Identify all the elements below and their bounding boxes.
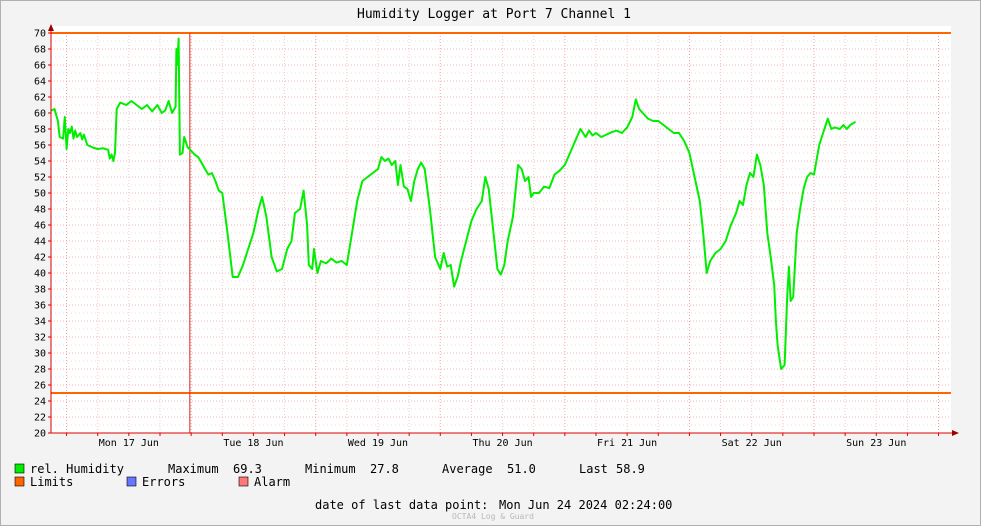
series-line-humidity xyxy=(50,37,857,370)
y-tick-label: 36 xyxy=(34,301,46,312)
y-tick-label: 40 xyxy=(34,269,46,280)
last-data-point-value: Mon Jun 24 2024 02:24:00 xyxy=(499,498,672,512)
y-tick-label: 56 xyxy=(34,141,46,152)
y-tick-label: 58 xyxy=(34,125,46,136)
legend-swatch-alarm xyxy=(238,476,249,487)
y-tick-label: 24 xyxy=(34,397,46,408)
y-tick-label: 54 xyxy=(34,157,46,168)
x-tick-label: Tue 18 Jun xyxy=(223,438,283,449)
y-tick-label: 22 xyxy=(34,413,46,424)
stat-last-value: 58.9 xyxy=(616,462,645,476)
x-tick-label: Mon 17 Jun xyxy=(99,438,159,449)
watermark: OCTA4 Log & Guard xyxy=(452,512,534,521)
limit-lines xyxy=(51,32,951,394)
stat-maximum-label: Maximum xyxy=(168,462,219,476)
stat-maximum-value: 69.3 xyxy=(233,462,262,476)
stat-average-value: 51.0 xyxy=(507,462,536,476)
last-data-point-label: date of last data point: xyxy=(315,498,488,512)
x-axis-labels: Mon 17 Jun Tue 18 Jun Wed 19 Jun Thu 20 Jun… xyxy=(99,438,907,449)
legend-swatch-humidity xyxy=(14,463,25,474)
x-tick-label: Thu 20 Jun xyxy=(472,438,532,449)
x-tick-label: Fri 21 Jun xyxy=(597,438,657,449)
y-tick-label: 64 xyxy=(34,77,46,88)
stat-minimum-label: Minimum xyxy=(305,462,356,476)
x-axis-arrow xyxy=(952,430,959,436)
stat-last-label: Last xyxy=(579,462,608,476)
stat-average-label: Average xyxy=(442,462,493,476)
y-tick-label: 60 xyxy=(34,109,46,120)
legend-errors-label: Errors xyxy=(142,475,185,489)
x-tick-label: Wed 19 Jun xyxy=(348,438,408,449)
y-tick-label: 38 xyxy=(34,285,46,296)
axes xyxy=(48,24,959,436)
legend-swatch-limits xyxy=(14,476,25,487)
y-tick-label: 50 xyxy=(34,189,46,200)
x-tick-label: Sun 23 Jun xyxy=(846,438,906,449)
legend-humidity-label: rel. Humidity xyxy=(30,462,124,476)
y-tick-label: 52 xyxy=(34,173,46,184)
y-tick-label: 30 xyxy=(34,349,46,360)
y-tick-label: 44 xyxy=(34,237,46,248)
legend-swatch-errors xyxy=(126,476,137,487)
legend-alarm-label: Alarm xyxy=(254,475,290,489)
y-tick-label: 28 xyxy=(34,365,46,376)
y-tick-label: 26 xyxy=(34,381,46,392)
stat-minimum-value: 27.8 xyxy=(370,462,399,476)
chart-title: Humidity Logger at Port 7 Channel 1 xyxy=(357,7,631,22)
y-tick-label: 32 xyxy=(34,333,46,344)
y-tick-label: 46 xyxy=(34,221,46,232)
y-tick-label: 66 xyxy=(34,61,46,72)
y-tick-label: 20 xyxy=(34,429,46,440)
y-tick-label: 68 xyxy=(34,45,46,56)
y-axis-arrow xyxy=(48,24,54,31)
legend-limits-label: Limits xyxy=(30,475,73,489)
y-tick-label: 42 xyxy=(34,253,46,264)
y-tick-label: 70 xyxy=(34,29,46,40)
y-tick-label: 62 xyxy=(34,93,46,104)
y-axis-labels: 20 22 24 26 28 30 32 34 36 38 40 42 44 46 48 50 52 54 56 58… xyxy=(34,29,46,440)
plot-area xyxy=(51,26,951,433)
series xyxy=(50,37,857,370)
y-tick-label: 34 xyxy=(34,317,46,328)
x-tick-label: Sat 22 Jun xyxy=(722,438,782,449)
y-tick-label: 48 xyxy=(34,205,46,216)
